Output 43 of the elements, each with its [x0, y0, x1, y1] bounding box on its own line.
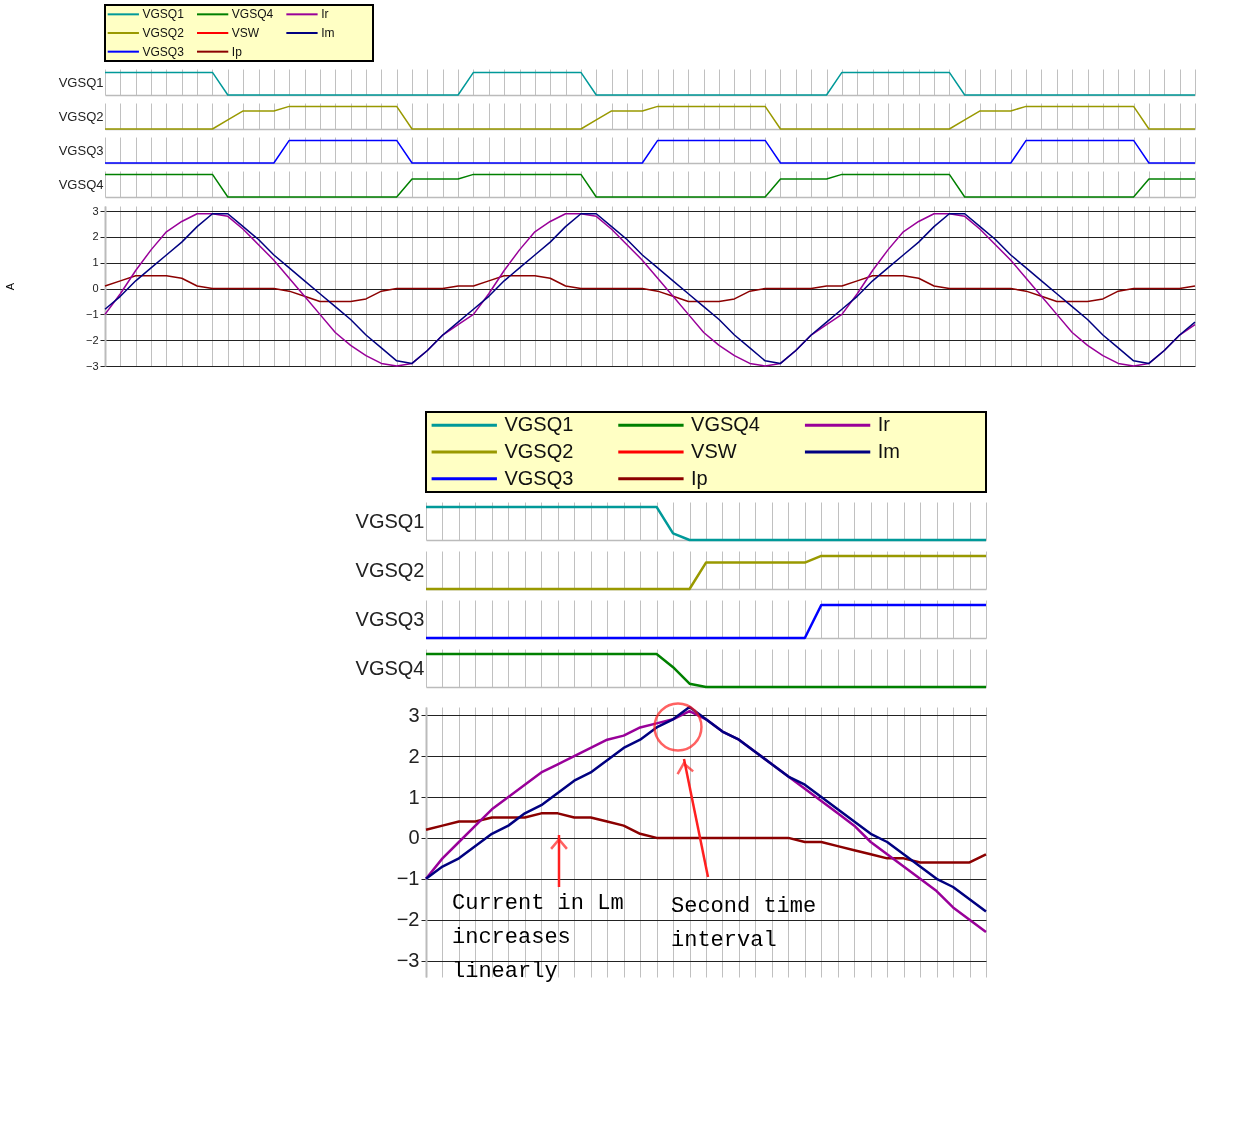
- y-tick-label: −3: [396, 949, 420, 972]
- legend-label: VGSQ1: [504, 413, 574, 436]
- line-series: [424, 812, 988, 864]
- y-tick-label: 1: [92, 256, 99, 269]
- y-axis-title: VGSQ1: [355, 509, 425, 532]
- legend-label: VSW: [231, 26, 260, 40]
- legend-label: VGSQ2: [504, 440, 574, 462]
- legend-label: Ir: [321, 7, 329, 22]
- legend-label: Im: [877, 440, 900, 462]
- y-tick-label: 3: [408, 703, 420, 726]
- legend-label: Im: [321, 26, 335, 40]
- legend-label: VGSQ1: [142, 7, 185, 22]
- y-tick-label: 0: [408, 826, 420, 849]
- y-axis-title: A: [3, 282, 16, 291]
- annotation: Current in Lm increases linearly: [452, 891, 624, 984]
- legend-label: Ir: [877, 413, 891, 436]
- y-axis-title: VGSQ4: [355, 656, 425, 679]
- legend-label: Ip: [231, 44, 243, 59]
- annotation: Second time interval: [671, 894, 817, 953]
- y-axis-title: VGSQ3: [355, 607, 425, 630]
- y-tick-label: −2: [396, 908, 420, 931]
- y-axis-title: VGSQ4: [58, 176, 104, 192]
- line-series: [104, 274, 1196, 303]
- legend-label: VGSQ4: [231, 7, 274, 22]
- y-tick-label: −1: [85, 307, 99, 320]
- y-tick-label: 2: [92, 230, 99, 243]
- y-axis-title: VGSQ2: [58, 108, 104, 124]
- legend-label: Ip: [691, 466, 708, 489]
- y-axis-title: VGSQ2: [355, 558, 425, 581]
- y-tick-label: 2: [408, 744, 420, 767]
- y-tick-label: 3: [92, 204, 99, 217]
- y-tick-label: 1: [408, 785, 420, 808]
- legend-label: VGSQ4: [691, 413, 760, 436]
- y-tick-label: −1: [396, 867, 420, 890]
- y-axis-title: VGSQ3: [58, 142, 104, 158]
- y-tick-label: 0: [92, 282, 99, 295]
- legend-label: VGSQ3: [142, 44, 185, 59]
- y-axis-title: VGSQ1: [58, 74, 104, 90]
- legend-label: VSW: [691, 440, 737, 462]
- y-tick-label: −2: [85, 333, 99, 346]
- legend-label: VGSQ2: [142, 26, 185, 40]
- y-tick-label: −3: [85, 359, 99, 372]
- legend-label: VGSQ3: [504, 466, 574, 489]
